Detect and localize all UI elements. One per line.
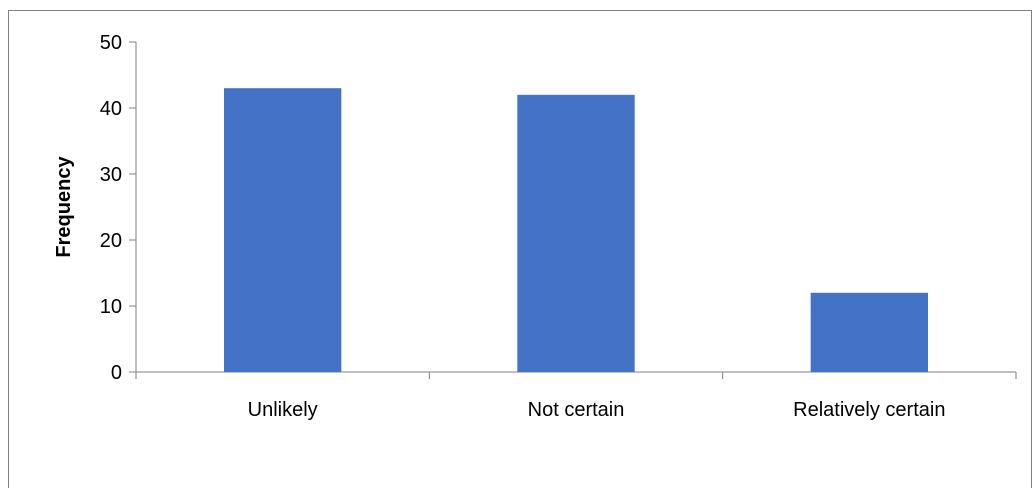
y-tick-label: 20: [100, 230, 122, 252]
bars: [224, 88, 928, 373]
y-axis-title: Frequency: [53, 156, 75, 258]
x-tick-label: Unlikely: [248, 399, 318, 421]
bar: [224, 88, 342, 372]
bar: [810, 292, 928, 372]
y-tick-label: 50: [100, 32, 122, 54]
y-tick-label: 0: [111, 362, 122, 384]
category-labels: Unlikely Not certain Relatively certain: [248, 399, 946, 421]
y-tick-label: 10: [100, 296, 122, 318]
x-tick-label: Not certain: [528, 399, 625, 421]
x-axis: [135, 371, 1017, 379]
y-tick-label: 30: [100, 164, 122, 186]
y-axis: 0 10 20 30 40 50: [100, 32, 137, 384]
y-tick-label: 40: [100, 98, 122, 120]
bar: [517, 94, 635, 373]
chart-frame: [8, 10, 1032, 488]
x-tick-label: Relatively certain: [793, 399, 945, 421]
